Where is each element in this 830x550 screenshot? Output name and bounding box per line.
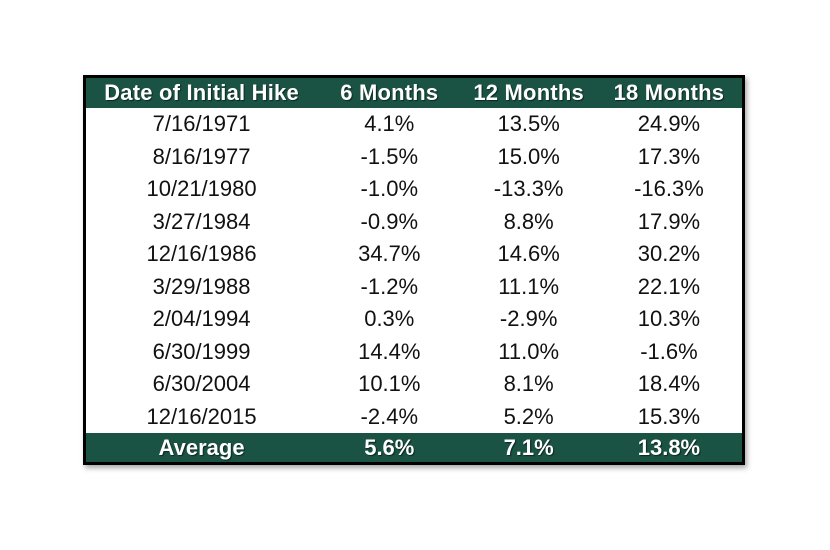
return-cell: -13.3% <box>493 176 564 202</box>
return-cell: 8.1% <box>503 371 554 397</box>
return-cell: 11.0% <box>498 338 560 364</box>
return-cell: 15.3% <box>637 403 701 429</box>
return-cell: -1.2% <box>360 273 419 299</box>
average-value: 13.8% <box>595 433 744 464</box>
header-row: Date of Initial Hike 6 Months 12 Months 18 … <box>84 76 744 108</box>
average-value: 5.6% <box>317 433 462 464</box>
table-row: 3/29/1988 -1.2% 11.1% 22.1% <box>85 271 744 304</box>
date-cell: 3/29/1988 <box>152 273 251 299</box>
return-cell: 10.3% <box>637 306 701 332</box>
header-cell: 18 Months <box>595 76 744 108</box>
return-cell: 13.5% <box>497 111 560 137</box>
table-row: 12/16/2015 -2.4% 5.2% 15.3% <box>85 401 744 434</box>
rate-hike-returns-table: Date of Initial Hike 6 Months 12 Months 18 … <box>83 75 745 465</box>
date-cell: 10/21/1980 <box>146 176 257 202</box>
date-cell: 2/04/1994 <box>152 306 251 332</box>
return-cell: -1.6% <box>640 338 698 364</box>
return-cell: -0.9% <box>360 208 419 234</box>
average-row: Average 5.6% 7.1% 13.8% <box>84 433 744 464</box>
return-cell: 15.0% <box>497 143 560 169</box>
date-cell: 12/16/2015 <box>146 403 257 429</box>
return-cell: 14.4% <box>358 338 421 364</box>
table-row: 6/30/1999 14.4% 11.0% -1.6% <box>85 336 744 369</box>
return-cell: 5.2% <box>503 403 554 429</box>
date-cell: 8/16/1977 <box>152 143 251 169</box>
return-cell: 24.9% <box>637 111 701 137</box>
return-cell: 0.3% <box>364 306 415 332</box>
date-cell: 7/16/1971 <box>152 111 251 137</box>
header-cell: Date of Initial Hike <box>84 76 318 108</box>
table-row: 12/16/1986 34.7% 14.6% 30.2% <box>85 238 744 271</box>
return-cell: 17.3% <box>637 143 701 169</box>
date-cell: 6/30/2004 <box>152 371 251 397</box>
return-cell: -2.9% <box>499 306 558 332</box>
table-row: 6/30/2004 10.1% 8.1% 18.4% <box>85 368 744 401</box>
date-cell: 3/27/1984 <box>152 208 251 234</box>
return-cell: 10.1% <box>358 371 421 397</box>
table-row: 10/21/1980 -1.0% -13.3% -16.3% <box>85 173 744 206</box>
average-label: Average <box>84 433 318 464</box>
return-cell: 30.2% <box>637 241 701 267</box>
table-row: 3/27/1984 -0.9% 8.8% 17.9% <box>85 206 744 239</box>
table-row: 7/16/1971 4.1% 13.5% 24.9% <box>85 108 744 141</box>
return-cell: 11.1% <box>498 273 560 299</box>
return-cell: 18.4% <box>637 371 701 397</box>
return-cell: -16.3% <box>634 176 704 202</box>
return-cell: -1.0% <box>360 176 419 202</box>
average-value: 7.1% <box>461 433 596 464</box>
return-cell: 17.9% <box>637 208 701 234</box>
table-row: 8/16/1977 -1.5% 15.0% 17.3% <box>85 141 744 174</box>
date-cell: 6/30/1999 <box>152 338 251 364</box>
return-cell: 4.1% <box>364 111 415 137</box>
return-cell: 8.8% <box>503 208 554 234</box>
return-cell: -1.5% <box>360 143 419 169</box>
table-row: 2/04/1994 0.3% -2.9% 10.3% <box>85 303 744 336</box>
date-cell: 12/16/1986 <box>146 241 257 267</box>
header-cell: 12 Months <box>461 76 596 108</box>
return-cell: -2.4% <box>360 403 419 429</box>
return-cell: 22.1% <box>637 273 701 299</box>
return-cell: 34.7% <box>358 241 421 267</box>
header-cell: 6 Months <box>317 76 462 108</box>
return-cell: 14.6% <box>497 241 560 267</box>
